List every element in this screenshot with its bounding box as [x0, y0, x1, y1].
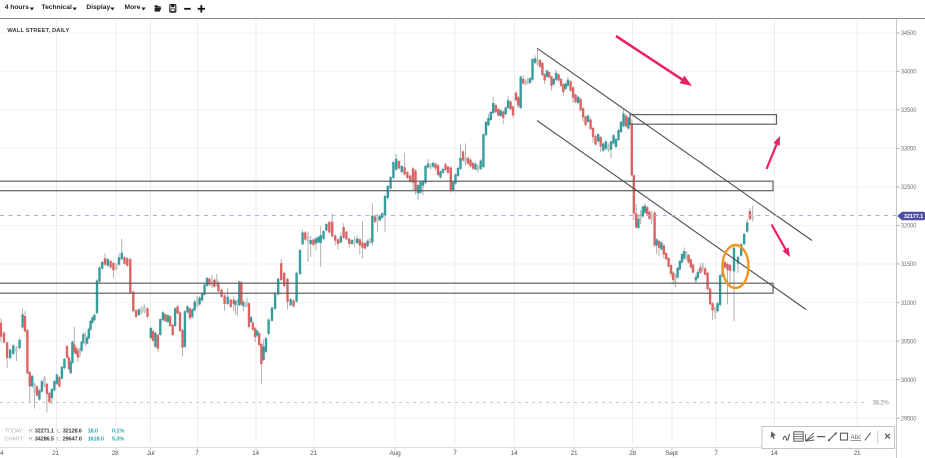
svg-text:7: 7	[714, 450, 718, 457]
svg-text:38.2%: 38.2%	[873, 401, 890, 407]
svg-text:5.3%: 5.3%	[112, 437, 124, 443]
svg-text:7: 7	[453, 450, 457, 457]
svg-text:Aug: Aug	[390, 450, 402, 457]
svg-text:30000: 30000	[901, 378, 917, 384]
svg-text:Sept: Sept	[665, 450, 678, 457]
svg-text:28: 28	[112, 450, 119, 457]
svg-text:CHART:: CHART:	[5, 437, 25, 443]
svg-text:34500: 34500	[901, 31, 917, 37]
svg-text:30500: 30500	[901, 339, 917, 345]
svg-text:31500: 31500	[901, 262, 917, 268]
svg-text:H:: H:	[29, 429, 35, 435]
svg-text:34286.5: 34286.5	[35, 437, 54, 443]
svg-text:21: 21	[52, 450, 59, 457]
svg-text:Abc: Abc	[851, 434, 862, 441]
svg-text:28: 28	[629, 450, 636, 457]
svg-text:21: 21	[310, 450, 317, 457]
svg-text:32271.1: 32271.1	[35, 429, 54, 435]
svg-text:0.1%: 0.1%	[112, 429, 124, 435]
svg-text:L:: L:	[57, 429, 62, 435]
svg-text:14: 14	[511, 450, 518, 457]
svg-text:4: 4	[0, 450, 4, 457]
svg-text:H:: H:	[29, 437, 35, 443]
svg-text:29647.0: 29647.0	[63, 437, 82, 443]
svg-text:31000: 31000	[901, 301, 917, 307]
svg-text:29500: 29500	[901, 416, 917, 422]
svg-text:34000: 34000	[901, 70, 917, 76]
svg-text:32500: 32500	[901, 185, 917, 191]
svg-text:TODAY:: TODAY:	[5, 429, 25, 435]
svg-text:Jul: Jul	[147, 450, 155, 457]
svg-text:7: 7	[195, 450, 199, 457]
svg-text:33500: 33500	[901, 108, 917, 114]
svg-text:32128.6: 32128.6	[63, 429, 82, 435]
svg-text:1618.0: 1618.0	[88, 437, 104, 443]
svg-text:32177.1: 32177.1	[904, 214, 923, 220]
svg-text:L:: L:	[57, 437, 62, 443]
svg-text:21: 21	[854, 450, 861, 457]
svg-text:33000: 33000	[901, 147, 917, 153]
svg-text:WALL STREET, DAILY: WALL STREET, DAILY	[7, 28, 69, 34]
svg-text:14: 14	[252, 450, 259, 457]
svg-text:14: 14	[771, 450, 778, 457]
svg-text:32000: 32000	[901, 224, 917, 230]
svg-text:21: 21	[571, 450, 578, 457]
svg-text:18.0: 18.0	[88, 429, 98, 435]
